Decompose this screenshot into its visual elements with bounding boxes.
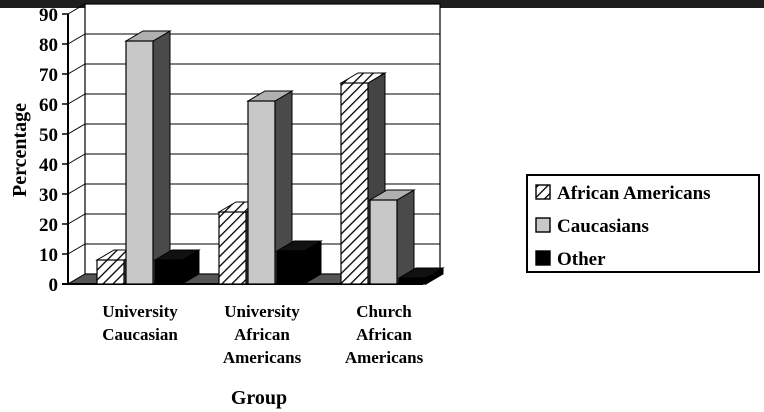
y-tick-label: 90 xyxy=(39,5,58,26)
bar xyxy=(153,249,201,285)
legend-label: Caucasians xyxy=(557,216,649,237)
x-category-label: Church African Americans xyxy=(345,302,424,367)
y-tick-label: 10 xyxy=(39,245,58,266)
y-tick-label: 60 xyxy=(39,95,58,116)
y-tick-labels: 0 10 20 30 40 50 60 70 80 90 xyxy=(39,5,68,296)
legend-swatch xyxy=(535,217,551,233)
legend-label: Other xyxy=(557,249,606,270)
bar xyxy=(246,90,294,285)
legend: African Americans Caucasians Other xyxy=(526,174,760,273)
x-category-label: University African Americans xyxy=(223,302,302,367)
legend-label: African Americans xyxy=(557,183,711,204)
y-tick-label: 80 xyxy=(39,35,58,56)
x-category-label: University Caucasian xyxy=(102,302,178,344)
legend-swatch xyxy=(535,250,551,266)
bar xyxy=(124,30,172,285)
bar xyxy=(275,240,323,285)
y-tick-label: 70 xyxy=(39,65,58,86)
y-tick-label: 30 xyxy=(39,185,58,206)
y-tick-label: 50 xyxy=(39,125,58,146)
y-tick-label: 40 xyxy=(39,155,58,176)
legend-swatch xyxy=(535,184,551,200)
y-tick-label: 20 xyxy=(39,215,58,236)
x-category-labels: University Caucasian University African Amer… xyxy=(102,302,423,367)
bar xyxy=(368,189,416,285)
bars xyxy=(95,30,445,285)
y-tick-label: 0 xyxy=(49,275,59,296)
legend-box xyxy=(526,174,760,273)
y-axis-title: Percentage xyxy=(9,103,31,197)
x-axis-title: Group xyxy=(231,387,287,409)
bar xyxy=(397,267,445,285)
